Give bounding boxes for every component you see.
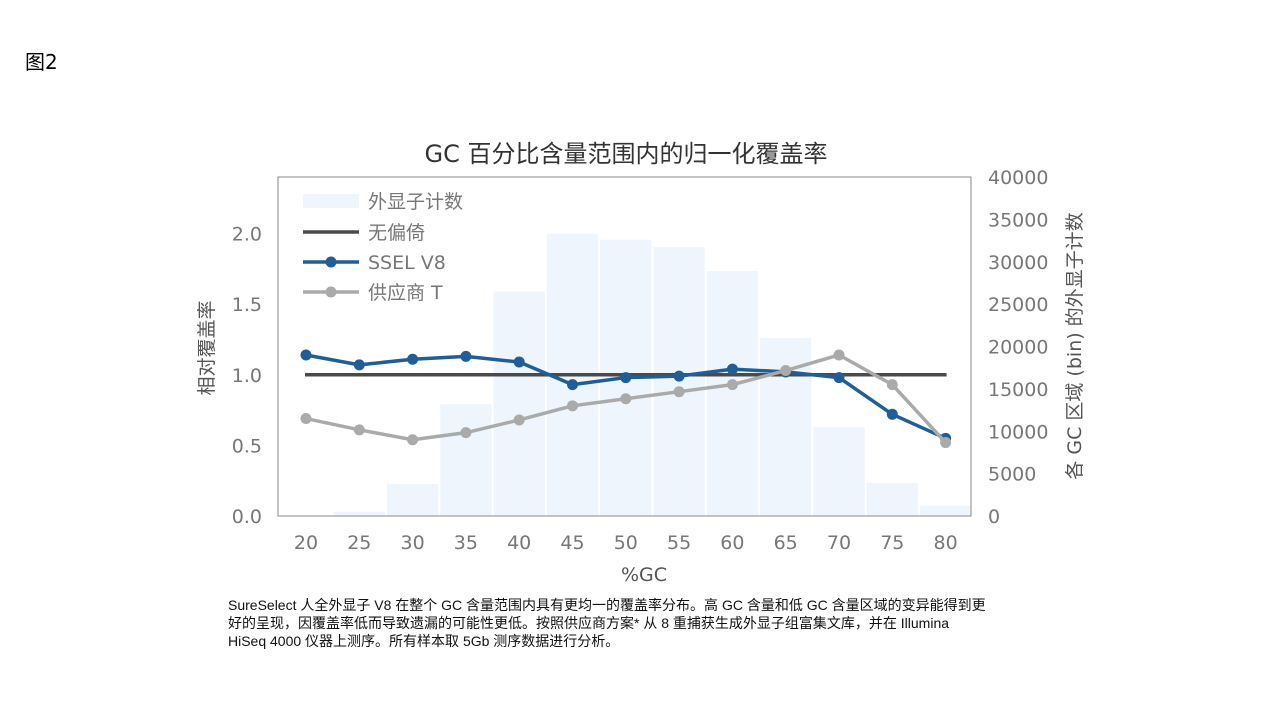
data-point	[300, 349, 312, 361]
x-tick-label: 55	[667, 532, 691, 554]
x-tick-label: 60	[720, 532, 744, 554]
data-point	[300, 413, 312, 425]
legend-label: 外显子计数	[368, 191, 463, 213]
x-tick-label: 70	[827, 532, 851, 554]
x-tick-label: 65	[774, 532, 798, 554]
data-point	[513, 414, 525, 426]
caption-line: 好的呈现，因覆盖率低而导致遗漏的可能性更低。按照供应商方案* 从 8 重捕获生成…	[228, 615, 950, 631]
exon-count-bar	[493, 291, 545, 516]
legend-swatch-marker	[325, 256, 337, 268]
data-point	[673, 386, 685, 398]
exon-count-bar	[440, 404, 492, 516]
data-point	[620, 372, 632, 384]
x-tick-label: 75	[880, 532, 904, 554]
data-point	[567, 379, 578, 391]
x-tick-label: 50	[614, 532, 638, 554]
exon-count-bar	[706, 271, 759, 516]
data-point	[833, 349, 845, 361]
y-tick-label: 2.0	[232, 224, 262, 246]
y2-tick-label: 40000	[988, 167, 1048, 189]
exon-count-bars	[333, 233, 972, 516]
y2-tick-label: 35000	[988, 209, 1048, 231]
x-tick-label: 35	[454, 532, 478, 554]
y-axis-label: 相对覆盖率	[196, 300, 218, 395]
data-point	[407, 353, 419, 365]
x-tick-label: 30	[401, 532, 425, 554]
x-tick-label: 45	[560, 532, 584, 554]
data-point	[833, 372, 845, 384]
y2-tick-label: 10000	[988, 421, 1048, 443]
exon-count-bar	[653, 247, 705, 516]
exon-count-bar	[813, 427, 865, 516]
series-2	[300, 349, 952, 449]
legend-label: 供应商 T	[368, 282, 443, 304]
y-tick-label: 1.0	[232, 365, 262, 387]
figure-caption: SureSelect 人全外显子 V8 在整个 GC 含量范围内具有更均一的覆盖…	[228, 596, 1088, 650]
x-axis-label: %GC	[621, 564, 667, 586]
y2-tick-label: 20000	[988, 337, 1048, 359]
legend-label: SSEL V8	[368, 252, 446, 274]
data-point	[940, 437, 952, 449]
data-point	[407, 434, 419, 446]
chart-title: GC 百分比含量范围内的归一化覆盖率	[424, 140, 828, 168]
exon-count-bar	[386, 483, 439, 516]
plot-frame	[277, 176, 972, 517]
data-point	[513, 356, 525, 368]
caption-line: SureSelect 人全外显子 V8 在整个 GC 含量范围内具有更均一的覆盖…	[228, 597, 986, 613]
data-point	[567, 400, 578, 412]
data-point	[726, 363, 738, 375]
y-tick-label: 0.5	[232, 435, 262, 457]
data-point	[353, 359, 365, 371]
y2-axis-label: 各 GC 区域 (bin) 的外显子计数	[1064, 212, 1086, 479]
y2-tick-label: 15000	[988, 379, 1048, 401]
y2-tick-label: 0	[988, 506, 1000, 528]
y2-tick-label: 30000	[988, 252, 1048, 274]
legend-swatch-bars	[303, 194, 359, 208]
data-point	[886, 379, 898, 391]
data-point	[673, 370, 685, 382]
y-tick-label: 0.0	[232, 506, 262, 528]
data-point	[620, 393, 632, 405]
y2-tick-label: 25000	[988, 294, 1048, 316]
exon-count-bar	[333, 511, 385, 516]
x-tick-label: 80	[934, 532, 958, 554]
data-point	[726, 379, 738, 391]
caption-line: HiSeq 4000 仪器上测序。所有样本取 5Gb 测序数据进行分析。	[228, 633, 620, 649]
y2-tick-label: 5000	[988, 464, 1036, 486]
data-point	[460, 427, 472, 439]
data-point	[460, 350, 472, 362]
figure-label: 图2	[25, 50, 58, 74]
y-tick-label: 1.5	[232, 294, 262, 316]
data-point	[353, 424, 365, 436]
x-tick-label: 20	[294, 532, 318, 554]
data-point	[886, 408, 898, 420]
legend-label: 无偏倚	[368, 222, 425, 244]
data-point	[780, 365, 792, 377]
exon-count-bar	[919, 505, 972, 516]
axes: 20 25 30 35 40 45 50 55 60 65 70 75 80 0.0 0.5 1.0 1.5 2.…	[232, 167, 1049, 554]
series-lines	[300, 349, 952, 449]
legend-swatch-marker	[325, 286, 337, 298]
exon-count-bar	[866, 482, 918, 516]
x-tick-label: 25	[347, 532, 371, 554]
x-tick-label: 40	[507, 532, 531, 554]
